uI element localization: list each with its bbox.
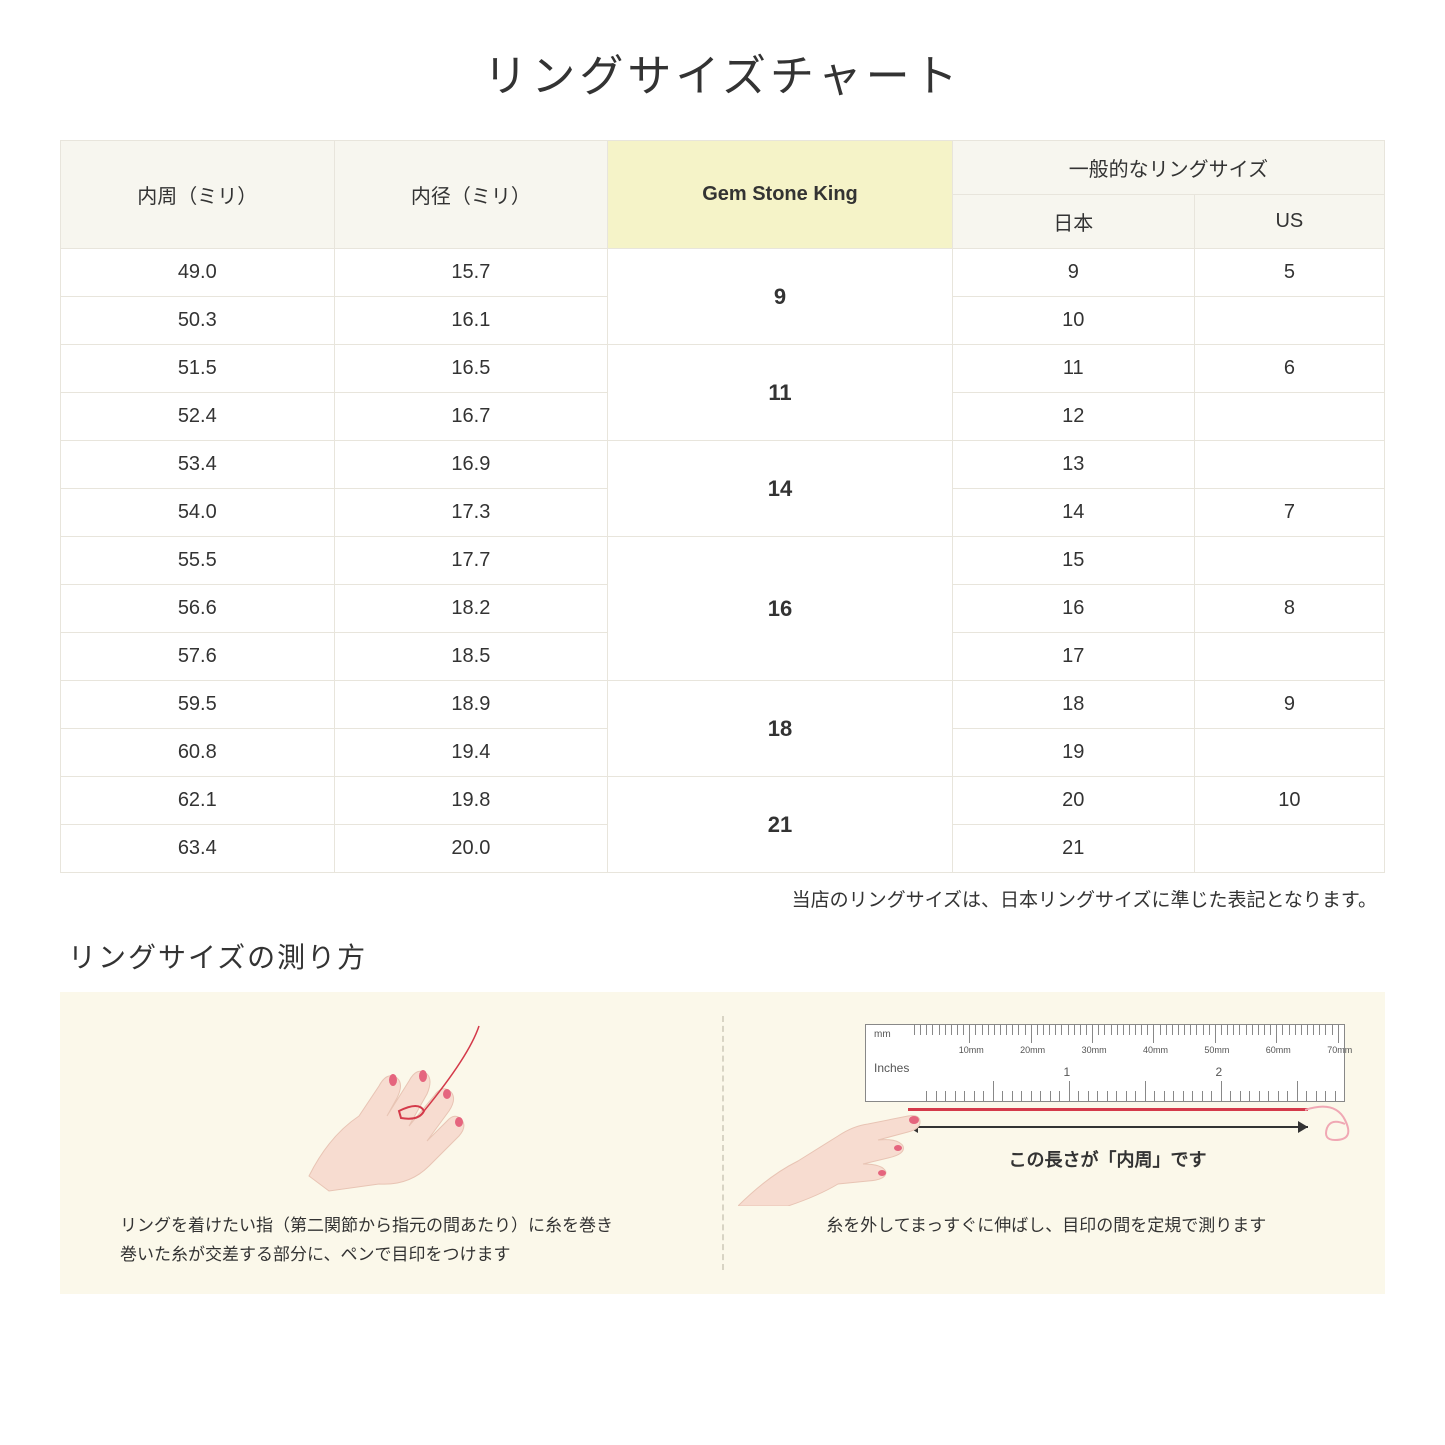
- cell-diameter: 19.8: [334, 777, 608, 825]
- step-2-text: 糸を外してまっすぐに伸ばし、目印の間を定規で測ります: [748, 1212, 1346, 1241]
- cell-diameter: 18.9: [334, 681, 608, 729]
- cell-japan: 16: [952, 585, 1194, 633]
- cell-circumference: 52.4: [61, 393, 335, 441]
- cell-us: [1194, 393, 1384, 441]
- cell-gsk: 9: [608, 249, 953, 345]
- cell-japan: 12: [952, 393, 1194, 441]
- cell-circumference: 50.3: [61, 297, 335, 345]
- cell-us: 8: [1194, 585, 1384, 633]
- th-diameter: 内径（ミリ）: [334, 141, 608, 249]
- cell-circumference: 51.5: [61, 345, 335, 393]
- cell-japan: 11: [952, 345, 1194, 393]
- ruler-mm-ticks: 10mm20mm30mm40mm50mm60mm70mm: [914, 1025, 1344, 1055]
- measure-arrow: [908, 1114, 1308, 1144]
- th-japan: 日本: [952, 195, 1194, 249]
- table-row: 59.518.918189: [61, 681, 1385, 729]
- cell-gsk: 21: [608, 777, 953, 873]
- cell-us: [1194, 729, 1384, 777]
- cell-japan: 13: [952, 441, 1194, 489]
- table-row: 49.015.7995: [61, 249, 1385, 297]
- measure-title: リングサイズの測り方: [68, 936, 1385, 976]
- cell-circumference: 54.0: [61, 489, 335, 537]
- cell-circumference: 62.1: [61, 777, 335, 825]
- cell-circumference: 57.6: [61, 633, 335, 681]
- cell-us: 10: [1194, 777, 1384, 825]
- step-2-image: mm Inches 10mm20mm30mm40mm50mm60mm70mm 1…: [748, 1016, 1346, 1196]
- cell-circumference: 53.4: [61, 441, 335, 489]
- red-thread: [908, 1108, 1308, 1111]
- step-1: リングを着けたい指（第二関節から指元の間あたり）に糸を巻き巻いた糸が交差する部分…: [84, 1016, 714, 1270]
- cell-us: [1194, 633, 1384, 681]
- cell-us: [1194, 537, 1384, 585]
- th-gsk: Gem Stone King: [608, 141, 953, 249]
- cell-gsk: 14: [608, 441, 953, 537]
- th-us: US: [1194, 195, 1384, 249]
- cell-circumference: 63.4: [61, 825, 335, 873]
- cell-diameter: 18.2: [334, 585, 608, 633]
- cell-diameter: 17.3: [334, 489, 608, 537]
- step-1-text: リングを着けたい指（第二関節から指元の間あたり）に糸を巻き巻いた糸が交差する部分…: [100, 1212, 698, 1270]
- step-divider: [722, 1016, 724, 1270]
- th-circumference: 内周（ミリ）: [61, 141, 335, 249]
- cell-diameter: 19.4: [334, 729, 608, 777]
- cell-japan: 20: [952, 777, 1194, 825]
- cell-diameter: 15.7: [334, 249, 608, 297]
- step-2: mm Inches 10mm20mm30mm40mm50mm60mm70mm 1…: [732, 1016, 1362, 1270]
- cell-japan: 14: [952, 489, 1194, 537]
- table-row: 62.119.8212010: [61, 777, 1385, 825]
- cell-japan: 10: [952, 297, 1194, 345]
- cell-us: 9: [1194, 681, 1384, 729]
- table-row: 55.517.71615: [61, 537, 1385, 585]
- cell-circumference: 49.0: [61, 249, 335, 297]
- cell-diameter: 16.7: [334, 393, 608, 441]
- cell-diameter: 16.9: [334, 441, 608, 489]
- cell-us: 6: [1194, 345, 1384, 393]
- thread-curl: [1305, 1100, 1365, 1148]
- cell-diameter: 16.1: [334, 297, 608, 345]
- cell-gsk: 18: [608, 681, 953, 777]
- cell-gsk: 16: [608, 537, 953, 681]
- hand-illustration-1: [269, 1016, 529, 1196]
- cell-gsk: 11: [608, 345, 953, 441]
- cell-circumference: 55.5: [61, 537, 335, 585]
- cell-diameter: 17.7: [334, 537, 608, 585]
- cell-us: 7: [1194, 489, 1384, 537]
- cell-japan: 21: [952, 825, 1194, 873]
- ruler-mm-label: mm: [874, 1029, 891, 1040]
- cell-japan: 19: [952, 729, 1194, 777]
- cell-diameter: 20.0: [334, 825, 608, 873]
- cell-us: 5: [1194, 249, 1384, 297]
- table-row: 51.516.511116: [61, 345, 1385, 393]
- cell-us: [1194, 297, 1384, 345]
- cell-japan: 17: [952, 633, 1194, 681]
- cell-diameter: 18.5: [334, 633, 608, 681]
- cell-japan: 9: [952, 249, 1194, 297]
- page-title: リングサイズチャート: [60, 40, 1385, 104]
- hand-illustration-2: [738, 1066, 938, 1206]
- cell-circumference: 60.8: [61, 729, 335, 777]
- cell-us: [1194, 825, 1384, 873]
- table-row: 53.416.91413: [61, 441, 1385, 489]
- size-chart-table: 内周（ミリ） 内径（ミリ） Gem Stone King 一般的なリングサイズ …: [60, 140, 1385, 873]
- th-general-group: 一般的なリングサイズ: [952, 141, 1384, 195]
- measure-label: この長さが「内周」です: [908, 1146, 1308, 1172]
- ruler-in-ticks: 12: [926, 1071, 1344, 1101]
- cell-japan: 18: [952, 681, 1194, 729]
- cell-circumference: 59.5: [61, 681, 335, 729]
- cell-circumference: 56.6: [61, 585, 335, 633]
- cell-diameter: 16.5: [334, 345, 608, 393]
- cell-us: [1194, 441, 1384, 489]
- step-1-image: [100, 1016, 698, 1196]
- instructions-panel: リングを着けたい指（第二関節から指元の間あたり）に糸を巻き巻いた糸が交差する部分…: [60, 992, 1385, 1294]
- cell-japan: 15: [952, 537, 1194, 585]
- note-text: 当店のリングサイズは、日本リングサイズに準じた表記となります。: [60, 885, 1385, 912]
